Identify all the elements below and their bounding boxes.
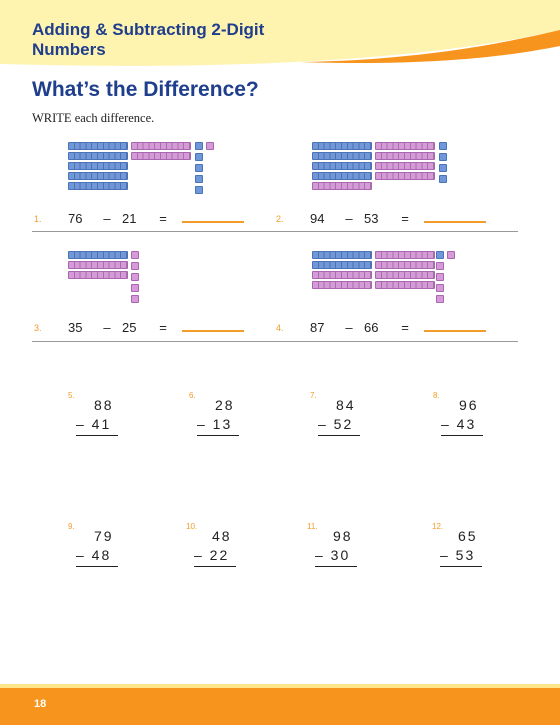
problem-number: 2. (276, 213, 284, 224)
subtrahend: – 41 (76, 416, 112, 432)
minuend: 28 (215, 397, 235, 413)
subtrahend: – 52 (318, 416, 354, 432)
answer-line[interactable] (76, 435, 118, 436)
problem-number: 8. (433, 391, 440, 400)
minus-sign: – (103, 211, 111, 226)
page-number: 18 (34, 698, 47, 710)
minuend: 96 (459, 397, 479, 413)
header-swoosh (0, 0, 560, 66)
minuend: 88 (94, 397, 114, 413)
answer-line[interactable] (194, 566, 236, 567)
problem-3: 3. 35 – 25 = (34, 320, 244, 335)
equals-sign: = (159, 211, 167, 226)
subtrahend: – 43 (441, 416, 477, 432)
problem-4: 4. 87 – 66 = (276, 320, 486, 335)
ones-cubes-2 (439, 142, 447, 183)
subtrahend: 25 (122, 320, 137, 335)
answer-line[interactable] (441, 435, 483, 436)
answer-line[interactable] (318, 435, 360, 436)
answer-line[interactable] (440, 566, 482, 567)
subtrahend: – 13 (197, 416, 233, 432)
problem-number: 6. (189, 391, 196, 400)
minuend: 35 (68, 320, 83, 335)
minuend: 98 (333, 528, 353, 544)
base-ten-blocks-4 (312, 251, 435, 291)
minuend: 87 (310, 320, 325, 335)
header-band (0, 0, 560, 80)
minuend: 48 (212, 528, 232, 544)
equals-sign: = (159, 320, 167, 335)
divider (32, 341, 518, 342)
subtrahend: – 48 (76, 547, 112, 563)
ones-cubes-4 (436, 251, 455, 303)
minuend: 76 (68, 211, 83, 226)
base-ten-blocks-3 (68, 251, 128, 281)
problem-number: 11. (307, 522, 318, 531)
ones-cubes-1 (195, 142, 214, 194)
equals-sign: = (401, 320, 409, 335)
answer-blank[interactable] (424, 329, 486, 332)
problem-2: 2. 94 – 53 = (276, 211, 486, 226)
answer-line[interactable] (76, 566, 118, 567)
subtrahend: – 30 (315, 547, 351, 563)
answer-blank[interactable] (182, 220, 244, 223)
problem-number: 10. (186, 522, 198, 531)
minuend: 65 (458, 528, 478, 544)
subtrahend: – 22 (194, 547, 230, 563)
problem-number: 9. (68, 522, 75, 531)
problem-number: 1. (34, 213, 42, 224)
page-title: What’s the Difference? (32, 78, 259, 101)
instructions: WRITE each difference. (32, 111, 155, 125)
problem-1: 1. 76 – 21 = (34, 211, 244, 226)
answer-blank[interactable] (424, 220, 486, 223)
answer-line[interactable] (197, 435, 239, 436)
divider (32, 231, 518, 232)
minus-sign: – (103, 320, 111, 335)
problem-number: 12. (432, 522, 444, 531)
subtrahend: 21 (122, 211, 137, 226)
minuend: 94 (310, 211, 325, 226)
problem-number: 4. (276, 322, 284, 333)
minus-sign: – (345, 320, 353, 335)
problem-number: 3. (34, 322, 42, 333)
minus-sign: – (345, 211, 353, 226)
footer-band (0, 688, 560, 725)
ones-cubes-3 (131, 251, 139, 303)
minuend: 84 (336, 397, 356, 413)
minuend: 79 (94, 528, 114, 544)
subtrahend: – 53 (440, 547, 476, 563)
base-ten-blocks-2 (312, 142, 435, 192)
header-title: Adding & Subtracting 2-Digit Numbers (32, 20, 265, 59)
answer-blank[interactable] (182, 329, 244, 332)
answer-line[interactable] (315, 566, 357, 567)
subtrahend: 53 (364, 211, 379, 226)
subtrahend: 66 (364, 320, 379, 335)
problem-number: 5. (68, 391, 75, 400)
equals-sign: = (401, 211, 409, 226)
problem-number: 7. (310, 391, 317, 400)
base-ten-blocks-1 (68, 142, 191, 192)
footer-accent (0, 684, 560, 688)
